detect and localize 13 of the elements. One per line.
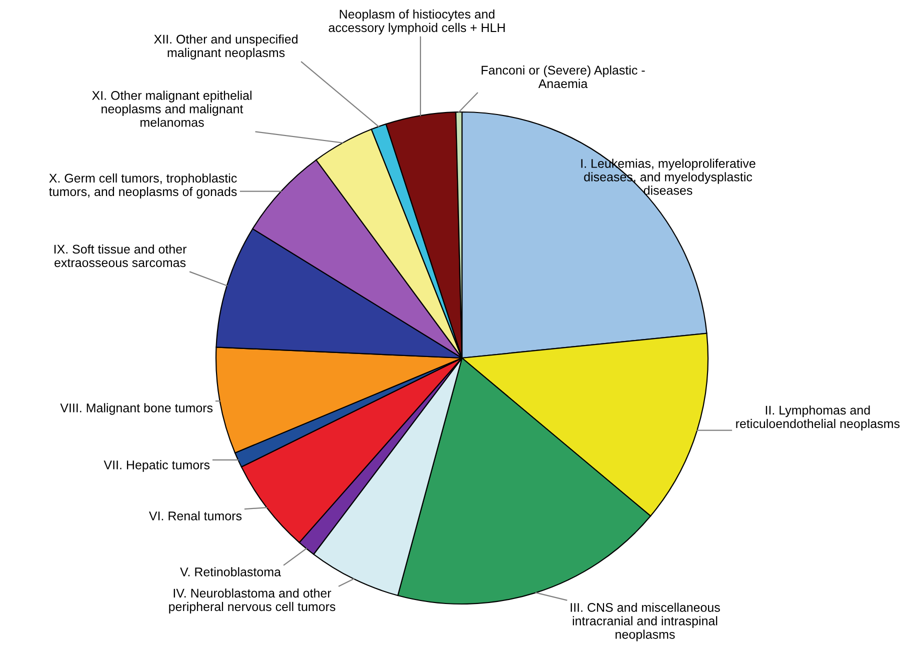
slice-label: Neoplasm of histiocytes and accessory lymphoid cells + HLH: [328, 9, 505, 35]
slice-label: Fanconi or (Severe) Aplastic - Anaemia: [482, 65, 645, 88]
slice-label: III. CNS and miscellaneous intracranial and intraspinal neoplasms: [570, 602, 720, 642]
slice-label: V. Retinoblastoma: [180, 567, 282, 576]
slice-label: XI. Other malignant epithelial neoplasms and malignant melanomas: [92, 90, 252, 127]
slice-label: X. Germ cell tumors, trophoblastic tumors, and neoplasms of gonads: [49, 173, 237, 199]
slice-label: IX. Soft tissue and other extraosseous sarcomas: [54, 244, 186, 268]
slice-label: VII. Hepatic tumors: [104, 460, 210, 472]
slice-label: IV. Neuroblastoma and other peripheral nervous cell tumors: [169, 588, 336, 614]
slice-label: II. Lymphomas and reticuloendothelial neoplasms: [736, 405, 900, 431]
slice-label: VI. Renal tumors: [148, 511, 242, 520]
slice-label: VIII. Malignant bone tumors: [60, 403, 213, 415]
slice-label: XII. Other and unspecified malignant neoplasms: [154, 34, 298, 60]
